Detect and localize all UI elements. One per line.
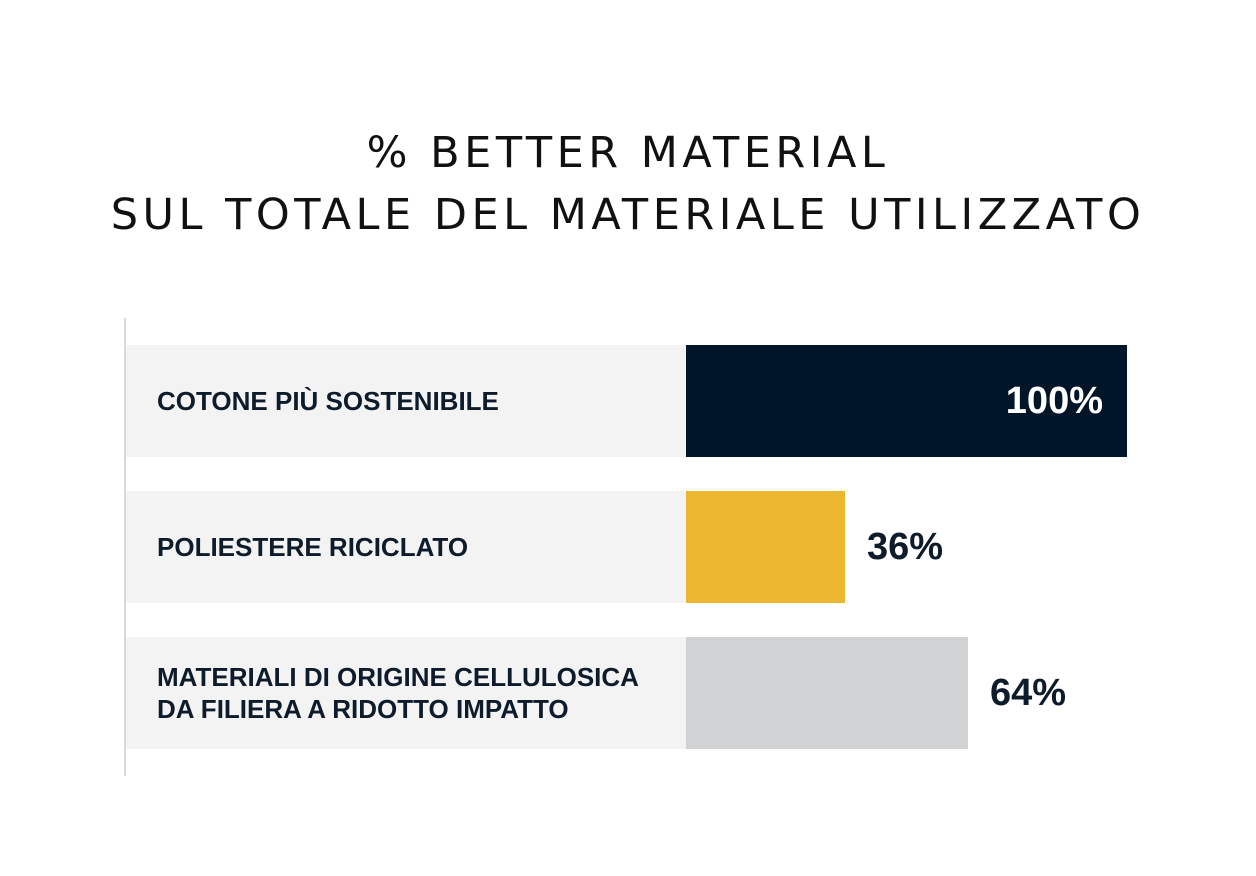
bar-row: COTONE PIÙ SOSTENIBILE 100%	[126, 345, 1127, 457]
data-label: 64%	[990, 671, 1067, 714]
bar-row: POLIESTERE RICICLATO 36%	[126, 491, 1127, 603]
category-label: POLIESTERE RICICLATO	[157, 532, 469, 562]
category-label-background	[126, 491, 686, 603]
data-label: 100%	[1005, 379, 1103, 422]
category-axis-line	[124, 318, 126, 776]
data-label: 36%	[867, 525, 944, 568]
chart-title-line-2: SUL TOTALE DEL MATERIALE UTILIZZATO	[110, 190, 1146, 240]
category-label: MATERIALI DI ORIGINE CELLULOSICA DA FILI…	[157, 662, 639, 724]
category-label-background	[126, 345, 686, 457]
bar	[686, 491, 845, 603]
bar	[686, 345, 1127, 457]
bar-row: MATERIALI DI ORIGINE CELLULOSICA DA FILI…	[126, 637, 1127, 749]
category-label: COTONE PIÙ SOSTENIBILE	[157, 386, 499, 416]
chart-title-line-1: % BETTER MATERIAL	[366, 128, 890, 178]
bar	[686, 637, 968, 749]
category-label-background	[126, 637, 686, 749]
chart-title: % BETTER MATERIAL SUL TOTALE DEL MATERIA…	[0, 122, 1256, 246]
